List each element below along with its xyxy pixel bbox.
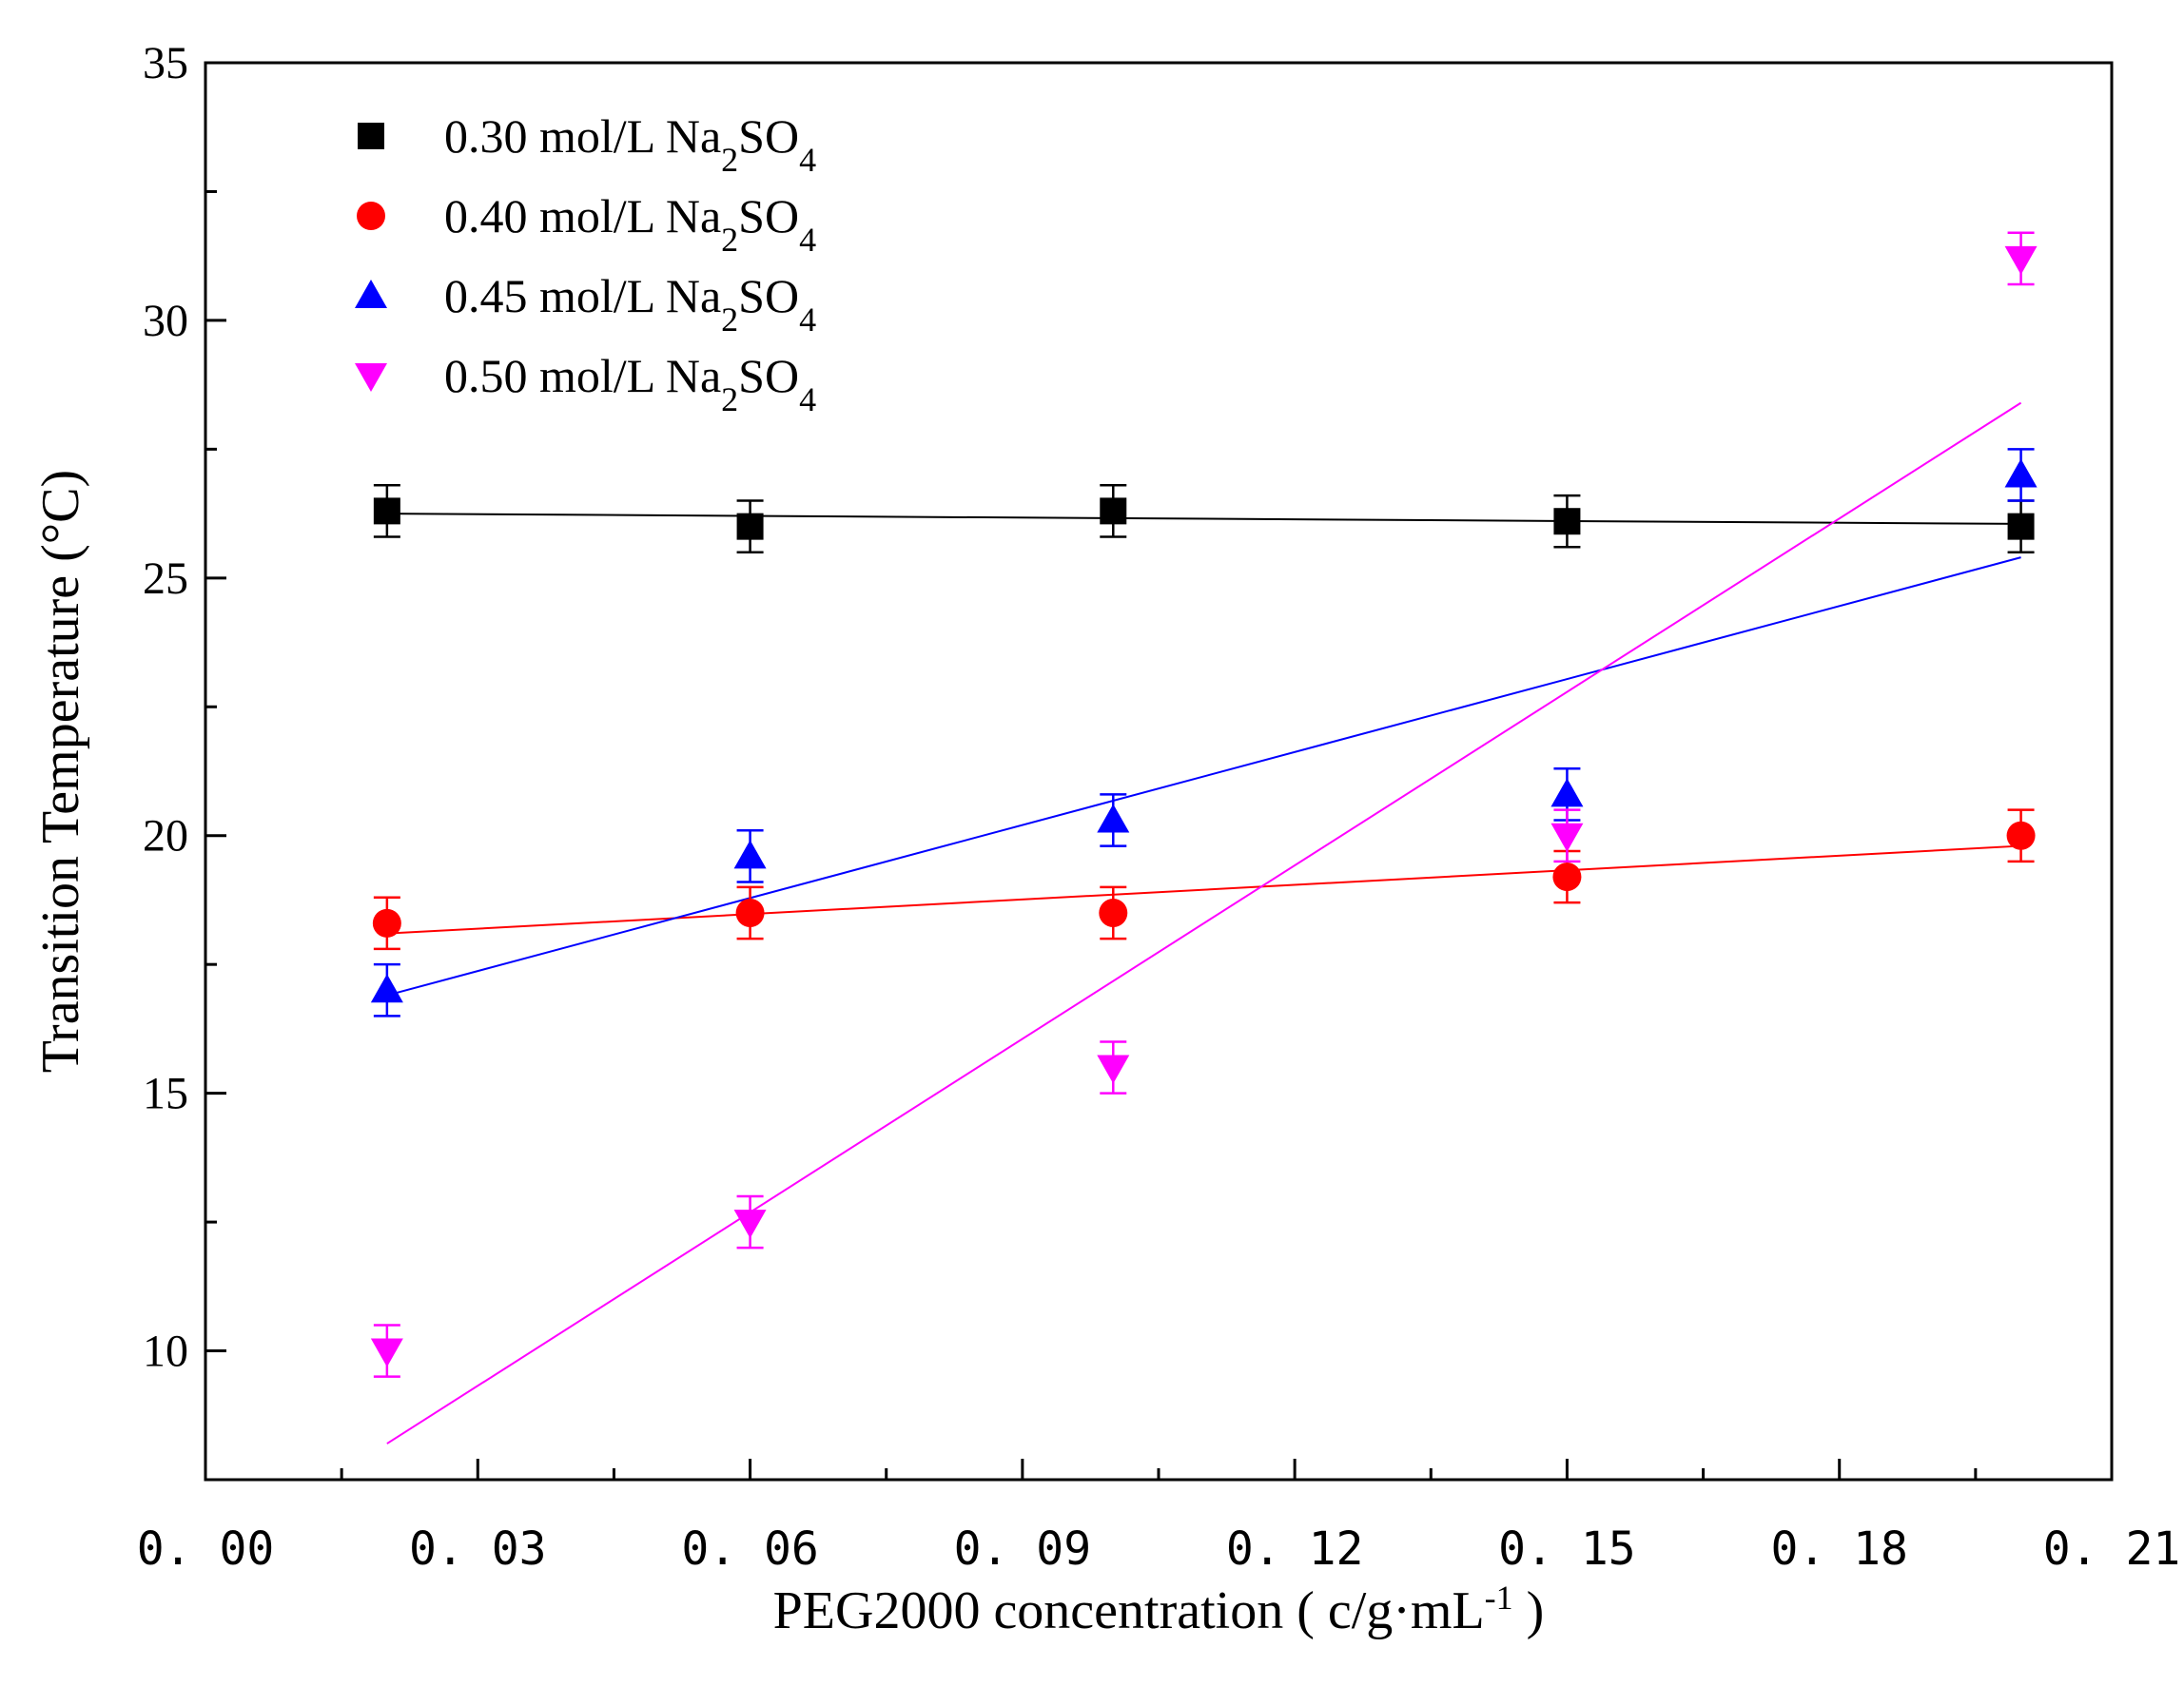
y-tick-label: 10 (143, 1327, 188, 1377)
fit-line-triangle-up (386, 556, 2021, 997)
data-point-triangle-up (1097, 804, 1130, 833)
data-point-square (1100, 497, 1127, 525)
data-point-triangle-up (2004, 458, 2038, 488)
error-bars (373, 231, 2035, 1378)
x-axis-label: PEG2000 concentration ( c/g·mL-1 ) (773, 1579, 1545, 1640)
data-point-triangle-up (1550, 778, 1584, 807)
data-point-triangle-down (2004, 245, 2038, 275)
data-point-circle (2006, 821, 2036, 850)
fit-lines (386, 401, 2022, 1444)
legend-label: 0.30 mol/L Na2SO4 (444, 109, 816, 179)
legend-label: 0.45 mol/L Na2SO4 (444, 269, 816, 339)
data-point-triangle-up (370, 974, 403, 1003)
x-tick-label: 0. 12 (1226, 1522, 1364, 1576)
legend-label: 0.40 mol/L Na2SO4 (444, 189, 816, 259)
x-tick-label: 0. 06 (681, 1522, 819, 1576)
data-point-square (2007, 513, 2035, 540)
y-tick-label: 20 (143, 811, 188, 862)
x-tick-label: 0. 18 (1770, 1522, 1908, 1576)
y-axis-label: Transition Temperature (°C) (31, 470, 90, 1073)
fit-line-square (386, 513, 2021, 525)
legend-marker-triangle-up (355, 280, 387, 308)
x-tick-label: 0. 21 (2043, 1522, 2181, 1576)
y-tick-label: 30 (143, 296, 188, 346)
legend-label: 0.50 mol/L Na2SO4 (444, 349, 816, 418)
data-point-square (1553, 508, 1581, 535)
x-axis-ticks: 0. 00 0. 03 0. 06 0. 09 0. 12 0. 15 0. 18 0. 21 (137, 1459, 2181, 1576)
legend-marker-square (358, 123, 384, 149)
y-tick-label: 15 (143, 1069, 188, 1119)
x-tick-label: 0. 03 (409, 1522, 547, 1576)
x-tick-label: 0. 09 (954, 1522, 1092, 1576)
legend: 0.30 mol/L Na2SO4 0.40 mol/L Na2SO4 0.45 m… (355, 109, 816, 418)
data-point-circle (1099, 899, 1128, 927)
y-axis-ticks: 10 15 20 25 30 35 (143, 38, 226, 1377)
data-point-triangle-down (1097, 1055, 1130, 1084)
legend-marker-triangle-down (355, 363, 387, 392)
data-point-circle (735, 899, 765, 927)
data-point-triangle-down (370, 1338, 403, 1367)
data-point-triangle-down (1550, 823, 1584, 852)
x-tick-label: 0. 00 (137, 1522, 275, 1576)
data-point-circle (1552, 863, 1582, 892)
data-point-triangle-down (733, 1210, 767, 1239)
data-point-triangle-up (733, 840, 767, 869)
y-tick-label: 35 (143, 38, 188, 88)
data-point-square (736, 513, 764, 540)
fit-line-triangle-down (386, 401, 2022, 1444)
data-point-square (373, 497, 400, 525)
data-markers (370, 245, 2038, 1367)
x-tick-label: 0. 15 (1498, 1522, 1636, 1576)
legend-marker-circle (357, 202, 385, 230)
y-tick-label: 25 (143, 553, 188, 604)
fit-line-circle (386, 844, 2021, 935)
data-point-circle (372, 908, 401, 938)
